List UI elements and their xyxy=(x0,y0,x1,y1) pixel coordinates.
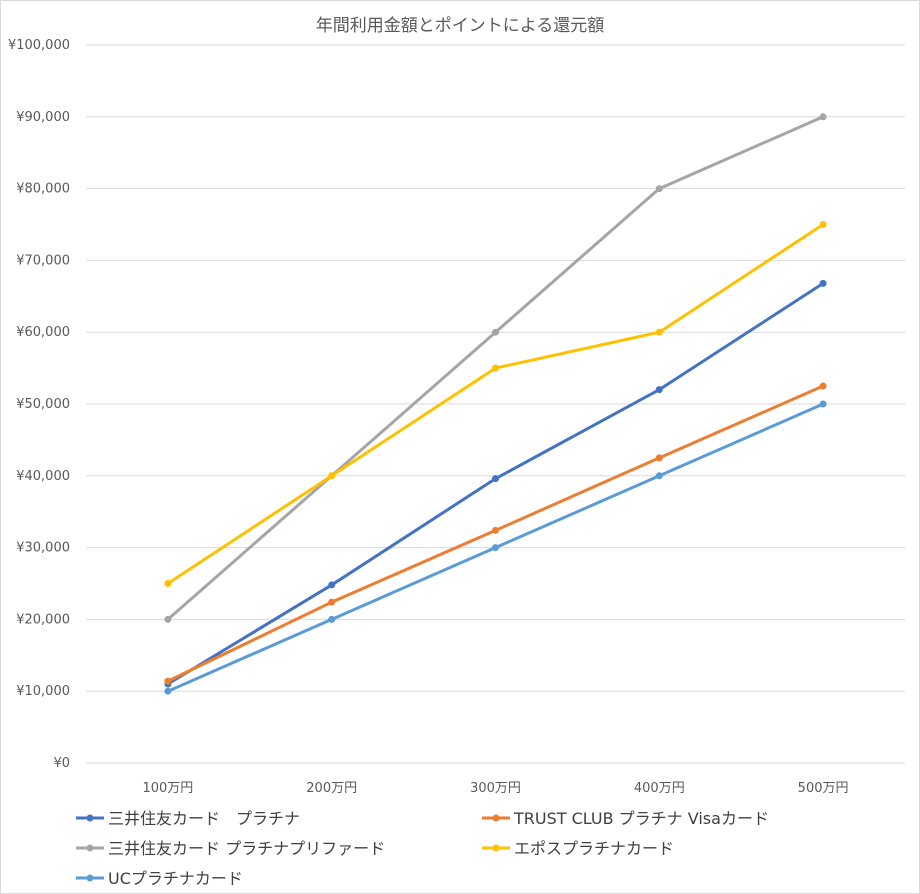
y-tick-label: ¥0 xyxy=(53,756,70,771)
data-point xyxy=(655,472,663,480)
data-point xyxy=(655,454,663,462)
legend-marker xyxy=(492,844,500,852)
data-point xyxy=(164,615,172,623)
data-point xyxy=(819,279,827,287)
legend-label: UCプラチナカード xyxy=(108,869,243,888)
x-tick-label: 200万円 xyxy=(306,781,357,796)
series-2 xyxy=(164,382,827,685)
legend-item: 三井住友カード プラチナプリファード xyxy=(76,839,385,858)
y-tick-label: ¥50,000 xyxy=(16,397,70,412)
legend-marker xyxy=(86,814,94,822)
y-tick-label: ¥10,000 xyxy=(16,684,70,699)
data-point xyxy=(328,598,336,606)
legend-marker xyxy=(492,814,500,822)
x-tick-label: 400万円 xyxy=(634,781,685,796)
data-point xyxy=(819,113,827,121)
series-lines xyxy=(164,113,827,695)
data-point xyxy=(328,615,336,623)
y-tick-label: ¥60,000 xyxy=(16,325,70,340)
y-tick-label: ¥70,000 xyxy=(16,253,70,268)
data-point xyxy=(819,400,827,408)
data-point xyxy=(164,677,172,685)
x-tick-label: 100万円 xyxy=(142,781,193,796)
data-point xyxy=(492,475,499,483)
grid-lines xyxy=(86,44,905,764)
data-point xyxy=(164,687,172,695)
legend-item: TRUST CLUB プラチナ Visaカード xyxy=(482,809,769,828)
legend-label: TRUST CLUB プラチナ Visaカード xyxy=(513,809,769,828)
data-point xyxy=(164,580,172,587)
data-point xyxy=(328,472,336,480)
y-tick-label: ¥90,000 xyxy=(16,110,70,125)
data-point xyxy=(655,185,663,193)
data-point xyxy=(655,328,663,336)
y-tick-label: ¥100,000 xyxy=(8,38,70,53)
legend-marker xyxy=(86,844,94,852)
legend-marker xyxy=(86,874,94,882)
legend-item: 三井住友カード プラチナ xyxy=(76,809,300,828)
x-axis-ticks: 100万円 200万円 300万円 400万円 500万円 xyxy=(142,781,848,796)
data-point xyxy=(819,382,827,390)
series-5 xyxy=(164,400,827,695)
y-tick-label: ¥80,000 xyxy=(16,182,70,197)
legend-label: 三井住友カード プラチナプリファード xyxy=(108,839,385,858)
legend-item: UCプラチナカード xyxy=(76,869,243,888)
data-point xyxy=(492,364,499,372)
data-point xyxy=(492,544,499,552)
legend-label: 三井住友カード プラチナ xyxy=(108,809,300,828)
data-point xyxy=(819,221,827,228)
series-4 xyxy=(164,221,827,587)
legend: 三井住友カード プラチナ TRUST CLUB プラチナ Visaカード三井住友カ… xyxy=(76,809,769,888)
series-line xyxy=(166,281,825,686)
series-1 xyxy=(164,279,827,688)
data-point xyxy=(655,386,663,394)
x-tick-label: 500万円 xyxy=(798,781,849,796)
y-tick-label: ¥40,000 xyxy=(16,469,70,484)
data-point xyxy=(492,328,499,336)
legend-label: エポスプラチナカード xyxy=(514,839,674,858)
data-point xyxy=(492,526,499,534)
x-tick-label: 300万円 xyxy=(470,781,521,796)
chart-title: 年間利用金額とポイントによる還元額 xyxy=(316,16,605,36)
y-tick-label: ¥20,000 xyxy=(16,612,70,627)
data-point xyxy=(328,581,336,589)
y-axis-ticks: ¥0 ¥10,000 ¥20,000 ¥30,000 ¥40,000 ¥50,000 ¥60… xyxy=(8,38,70,771)
legend-item: エポスプラチナカード xyxy=(482,839,674,858)
y-tick-label: ¥30,000 xyxy=(16,541,70,556)
